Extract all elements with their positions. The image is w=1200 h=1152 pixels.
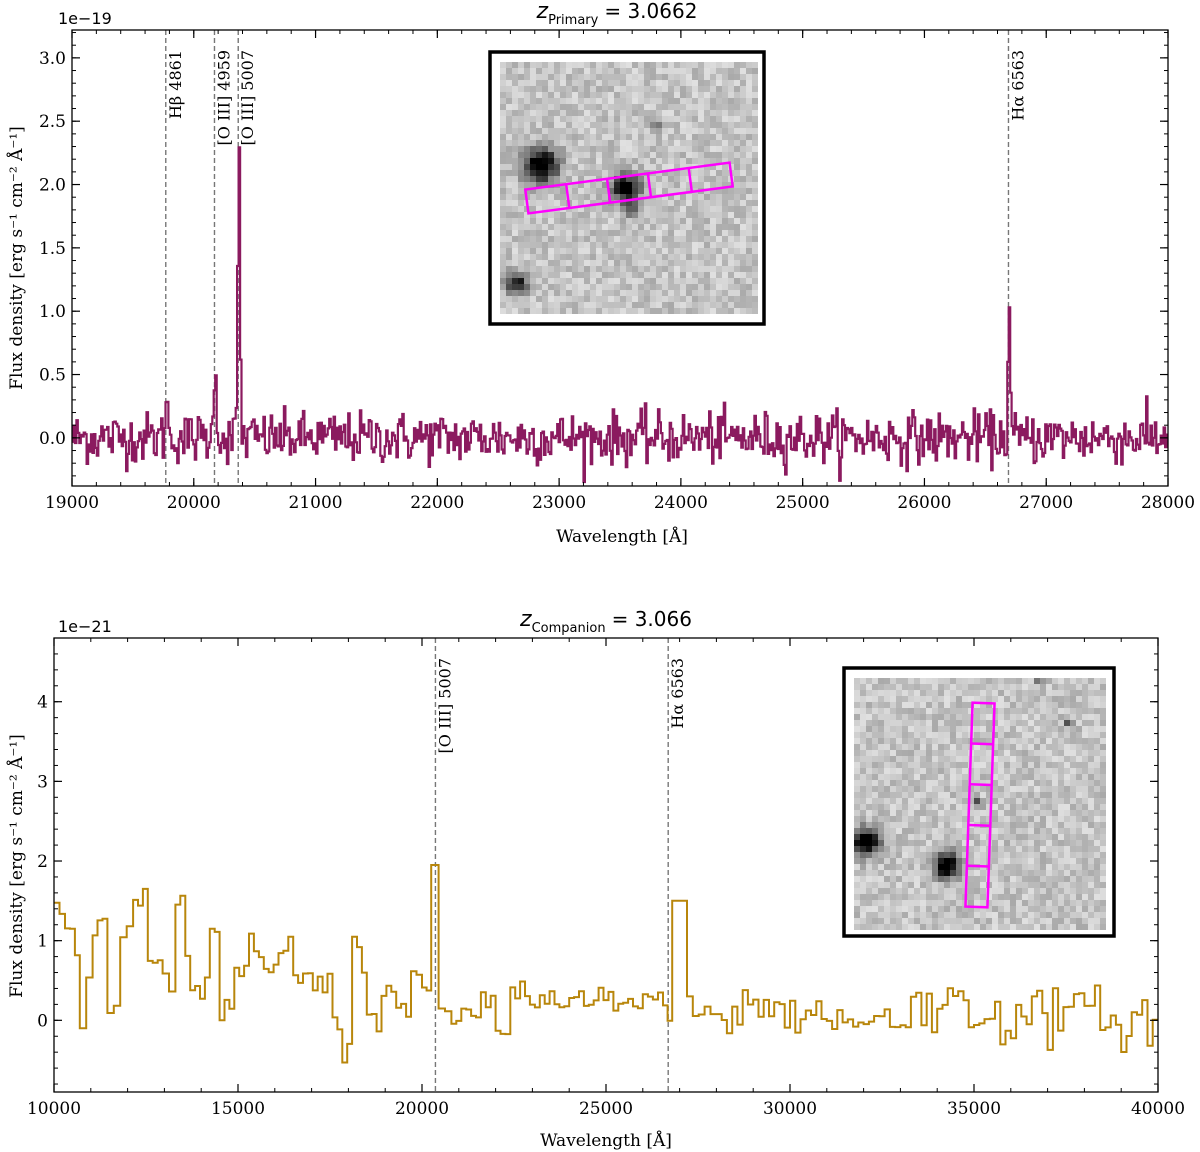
y-tick-label: 0.0 — [39, 429, 66, 449]
emission-line-label: Hα 6563 — [668, 658, 687, 729]
emission-line-label: Hα 6563 — [1008, 50, 1027, 121]
slit-divider — [564, 184, 571, 209]
x-tick-label: 10000 — [27, 1099, 81, 1119]
x-tick-label: 24000 — [654, 493, 708, 513]
slit-outline — [523, 161, 735, 215]
x-tick-label: 23000 — [532, 493, 586, 513]
inset-image — [488, 50, 766, 326]
slit-divider — [966, 864, 989, 868]
slit-divider — [646, 173, 653, 198]
panel-title: zCompanion = 3.066 — [519, 607, 692, 636]
y-tick-label: 2.0 — [39, 176, 66, 196]
x-tick-label: 21000 — [289, 493, 343, 513]
slit-outline — [964, 701, 996, 909]
y-tick-label: 4 — [37, 693, 48, 713]
x-axis-label: Wavelength [Å] — [540, 1130, 672, 1151]
plot-frame — [71, 29, 1169, 487]
emission-line-label: [O III] 5007 — [435, 658, 454, 753]
x-tick-label: 28000 — [1141, 493, 1195, 513]
inset-noise — [854, 678, 1106, 930]
y-tick-label: 2.5 — [39, 112, 66, 132]
spectrum-series — [72, 146, 1168, 484]
x-tick-label: 25000 — [776, 493, 830, 513]
x-axis-label: Wavelength [Å] — [556, 526, 688, 547]
y-tick-label: 1.5 — [39, 239, 66, 259]
y-tick-label: 1 — [37, 932, 48, 952]
inset-image — [842, 666, 1116, 938]
y-axis-label: Flux density [erg s⁻¹ cm⁻² Å⁻¹] — [6, 126, 27, 390]
y-tick-label: 2 — [37, 852, 48, 872]
x-tick-label: 25000 — [579, 1099, 633, 1119]
slit-overlay — [523, 161, 735, 215]
x-tick-label: 27000 — [1019, 493, 1073, 513]
slit-divider — [969, 782, 992, 787]
x-tick-label: 26000 — [897, 493, 951, 513]
x-tick-label: 20000 — [395, 1099, 449, 1119]
y-axis-label: Flux density [erg s⁻¹ cm⁻² Å⁻¹] — [6, 734, 27, 998]
panel-companion: 1e−21 zCompanion = 3.066 Wavelength [Å] F… — [6, 607, 1185, 1151]
x-tick-label: 19000 — [45, 493, 99, 513]
emission-line-label: Hβ 4861 — [166, 50, 185, 119]
inset-noise — [500, 62, 758, 314]
x-tick-label: 40000 — [1131, 1099, 1185, 1119]
spectrum-series — [54, 864, 1158, 1064]
panel-title: zPrimary = 3.0662 — [536, 0, 698, 28]
slit-divider — [971, 742, 994, 746]
x-tick-label: 35000 — [947, 1099, 1001, 1119]
slit-divider — [687, 167, 694, 192]
panel-primary: 1e−19 zPrimary = 3.0662 Wavelength [Å] Fl… — [6, 0, 1195, 547]
slit-divider — [605, 178, 612, 203]
slit-overlay — [964, 701, 996, 909]
y-offset-label: 1e−19 — [58, 9, 112, 28]
emission-line-label: [O III] 4959 — [214, 50, 233, 145]
y-tick-label: 1.0 — [39, 302, 66, 322]
y-tick-label: 0.5 — [39, 366, 66, 386]
x-tick-label: 15000 — [211, 1099, 265, 1119]
y-tick-label: 3 — [37, 772, 48, 792]
x-tick-label: 30000 — [763, 1099, 817, 1119]
y-tick-label: 3.0 — [39, 49, 66, 69]
y-offset-label: 1e−21 — [58, 617, 112, 636]
slit-divider — [968, 823, 991, 828]
x-tick-label: 22000 — [410, 493, 464, 513]
y-tick-label: 0 — [37, 1011, 48, 1031]
emission-line-label: [O III] 5007 — [238, 50, 257, 145]
x-tick-label: 20000 — [167, 493, 221, 513]
